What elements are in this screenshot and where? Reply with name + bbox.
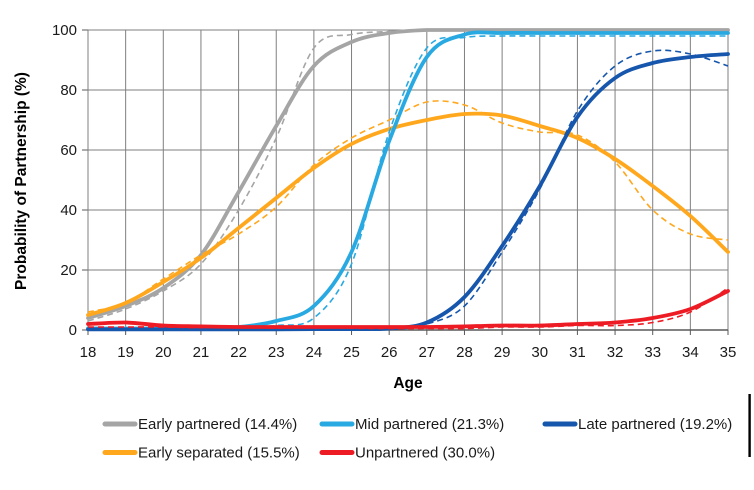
series-line-dashed-early-partnered [87,29,728,322]
x-tick-label: 31 [569,344,586,361]
series-line-dashed-unpartnered [88,287,729,330]
legend-item-early-partnered: Early partnered (14.4%) [102,416,297,433]
legend-item-early-separated: Early separated (15.5%) [102,445,300,462]
series-line-solid-unpartnered [86,289,730,329]
legend-label-late-partnered: Late partnered (19.2%) [578,416,732,433]
y-tick-label: 0 [69,322,77,339]
legend-item-mid-partnered: Mid partnered (21.3%) [319,416,504,433]
series-line-solid-mid-partnered [86,30,730,331]
x-tick-label: 30 [531,344,548,361]
x-tick-label: 24 [306,344,323,361]
x-tick-label: 26 [381,344,398,361]
legend-label-unpartnered: Unpartnered (30.0%) [355,445,495,462]
x-tick-label: 23 [268,344,285,361]
series-line-solid-early-partnered [86,28,730,320]
data-series [86,28,730,332]
gridlines [87,29,729,331]
x-tick-label: 21 [193,344,210,361]
y-tick-label: 20 [60,262,77,279]
y-tick-label: 60 [60,142,77,159]
chart-legend: Early partnered (14.4%) Mid partnered (21… [102,416,732,462]
x-axis-title: Age [393,375,423,392]
x-tick-label: 22 [230,344,247,361]
x-tick-label: 18 [80,344,97,361]
x-tick-label: 19 [117,344,134,361]
x-tick-label: 27 [418,344,435,361]
series-line-dashed-late-partnered [88,49,729,331]
legend-item-late-partnered: Late partnered (19.2%) [542,416,732,433]
x-tick-label: 35 [720,344,737,361]
legend-label-early-separated: Early separated (15.5%) [138,445,300,462]
y-tick-label: 80 [60,82,77,99]
x-tick-label: 32 [607,344,624,361]
x-tick-label: 33 [644,344,661,361]
x-tick-label: 28 [456,344,473,361]
tick-labels: 18 19 20 21 22 23 24 25 26 27 28 29 30 31 32 33 34 35 0 20 4… [52,22,736,361]
legend-item-unpartnered: Unpartnered (30.0%) [319,445,495,462]
x-tick-label: 34 [682,344,699,361]
legend-label-early-partnered: Early partnered (14.4%) [138,416,297,433]
x-tick-label: 20 [155,344,172,361]
y-tick-label: 100 [52,22,77,39]
series-line-dashed-early-separated [87,100,729,313]
screen-edge-artifact-line [748,394,751,457]
y-tick-label: 40 [60,202,77,219]
y-axis-title: Probability of Partnership (%) [13,72,30,290]
x-tick-label: 29 [494,344,511,361]
legend-label-mid-partnered: Mid partnered (21.3%) [355,416,504,433]
x-tick-label: 25 [343,344,360,361]
series-line-solid-early-separated [86,111,730,317]
